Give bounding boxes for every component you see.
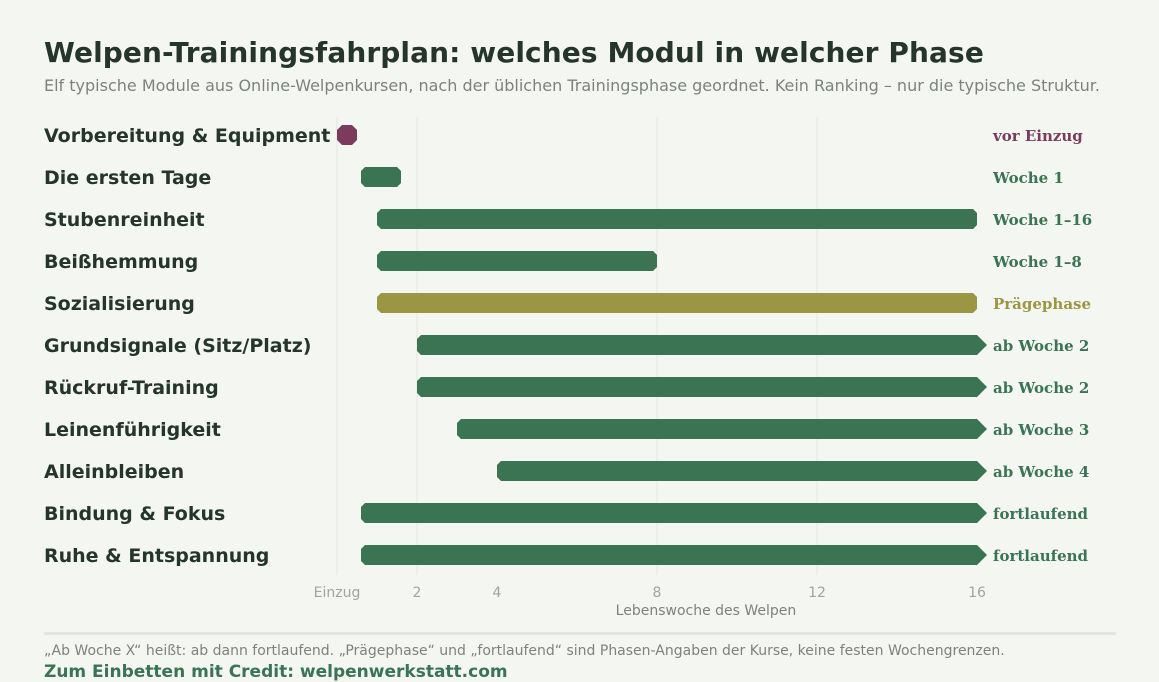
module-bar (361, 167, 401, 187)
x-tick-label: 12 (808, 585, 826, 601)
module-label: Sozialisierung (44, 293, 195, 315)
module-phase-label: ab Woche 2 (993, 379, 1089, 397)
module-bar (361, 545, 987, 565)
module-bar (457, 419, 987, 439)
module-bar (377, 251, 657, 271)
module-bar (497, 461, 987, 481)
module-bar (417, 377, 987, 397)
module-label: Bindung & Fokus (44, 503, 225, 525)
module-bar (377, 293, 977, 313)
module-phase-label: Prägephase (993, 295, 1091, 313)
module-label: Grundsignale (Sitz/Platz) (44, 335, 311, 357)
module-label: Alleinbleiben (44, 461, 184, 483)
chart-subtitle: Elf typische Module aus Online-Welpenkur… (44, 76, 1100, 95)
x-tick-label: Einzug (314, 585, 361, 601)
module-label: Stubenreinheit (44, 209, 205, 231)
module-phase-label: ab Woche 4 (993, 463, 1089, 481)
footer-divider (44, 632, 1116, 635)
module-phase-label: ab Woche 2 (993, 337, 1089, 355)
module-label: Vorbereitung & Equipment (44, 125, 330, 147)
module-phase-label: fortlaufend (993, 547, 1089, 565)
x-tick-label: 4 (493, 585, 502, 601)
credit-link[interactable]: Zum Einbetten mit Credit: welpenwerkstat… (44, 662, 508, 682)
module-bar (417, 335, 987, 355)
timeline-chart: Einzug 2 4 8 12 16 Lebenswoche des Welpen Vorbe… (44, 117, 1092, 619)
footnote: „Ab Woche X“ heißt: ab dann fortlaufend.… (44, 643, 1005, 659)
module-point (337, 125, 357, 145)
module-label: Die ersten Tage (44, 167, 211, 189)
x-axis-label: Lebenswoche des Welpen (616, 603, 797, 619)
module-label: Beißhemmung (44, 251, 198, 273)
module-phase-label: vor Einzug (992, 127, 1083, 145)
module-phase-label: fortlaufend (993, 505, 1089, 523)
module-phase-label: Woche 1 (992, 169, 1064, 187)
x-tick-label: 16 (968, 585, 986, 601)
module-phase-label: ab Woche 3 (993, 421, 1089, 439)
module-bar (377, 209, 977, 229)
module-label: Ruhe & Entspannung (44, 545, 269, 567)
module-phase-label: Woche 1–16 (992, 211, 1092, 229)
module-bar (361, 503, 987, 523)
module-label: Leinenführigkeit (44, 419, 221, 441)
x-tick-label: 2 (413, 585, 422, 601)
module-phase-label: Woche 1–8 (992, 253, 1082, 271)
x-tick-label: 8 (653, 585, 662, 601)
module-label: Rückruf-Training (44, 377, 219, 399)
chart-title: Welpen-Trainingsfahrplan: welches Modul … (44, 36, 984, 69)
